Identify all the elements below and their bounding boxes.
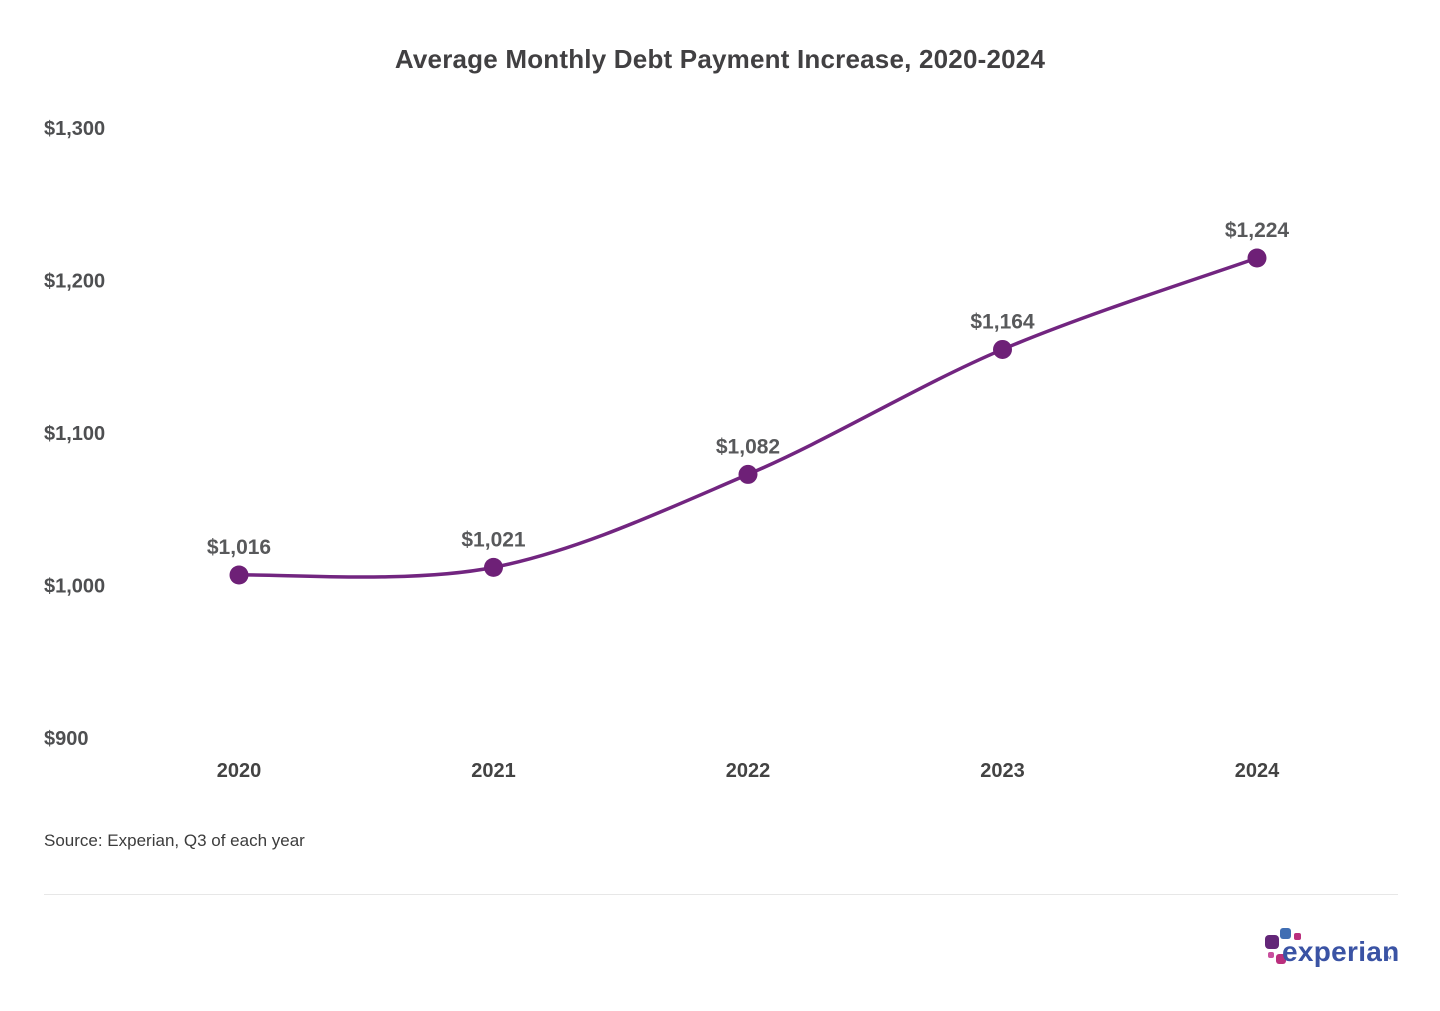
chart-title: Average Monthly Debt Payment Increase, 2… [394,44,1046,74]
x-tick-label: 2022 [726,760,771,782]
data-point-2021 [484,557,503,577]
y-tick-label: $1,200 [44,271,105,293]
trademark-symbol: ™ [1383,954,1392,964]
trend-line [237,256,1259,579]
line-chart: $1,300 $1,200 $1,100 $1,000 $900 $1,016 2020 $1… [44,118,1290,782]
data-point-2024 [1247,248,1267,268]
data-point-label: $1,164 [970,310,1035,333]
data-point-2020 [229,565,249,585]
logo-block-pink-icon [1268,952,1274,958]
x-tick-label: 2021 [471,760,516,782]
logo-block-magenta2-icon [1276,954,1286,964]
data-point-label: $1,021 [461,528,526,551]
data-point-label: $1,016 [207,536,271,559]
data-point-label: $1,224 [1225,219,1290,242]
x-tick-label: 2020 [217,760,262,782]
data-point-2022 [738,464,758,484]
logo-block-blue-icon [1280,928,1291,939]
y-tick-label: $1,000 [44,575,105,597]
data-point-label: $1,082 [716,435,780,458]
experian-wordmark: experian [1282,936,1400,967]
experian-logo-blocks [1264,928,1304,968]
y-tick-label: $1,300 [44,118,105,140]
divider-line [44,894,1398,895]
y-tick-label: $900 [44,728,89,750]
logo-block-purple-icon [1265,935,1279,949]
logo-block-magenta-icon [1294,933,1301,940]
experian-logo: experian ™ [1264,928,1404,980]
x-tick-label: 2023 [980,760,1025,782]
source-note: Source: Experian, Q3 of each year [44,831,305,850]
data-point-2023 [993,339,1012,359]
y-tick-label: $1,100 [44,423,105,445]
x-tick-label: 2024 [1235,760,1280,782]
